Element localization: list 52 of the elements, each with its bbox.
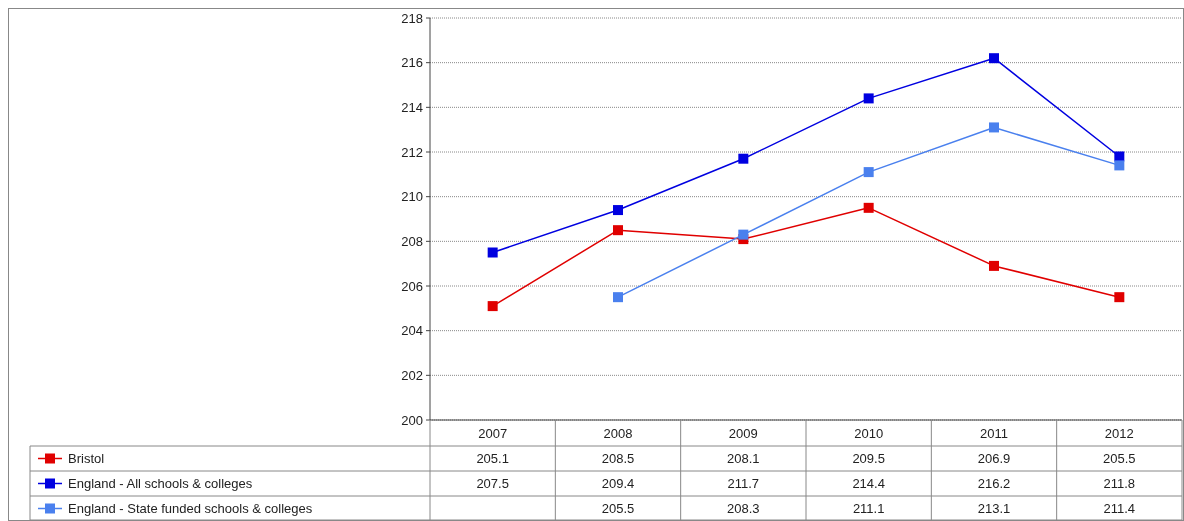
data-label: 205.1 — [476, 451, 509, 467]
y-tick-label: 200 — [401, 412, 423, 428]
x-tick-label: 2010 — [854, 425, 884, 441]
data-label: 211.8 — [1103, 476, 1136, 492]
data-label: 208.5 — [601, 451, 635, 467]
y-tick-label: 208 — [401, 233, 423, 249]
data-label: 205.5 — [601, 501, 635, 517]
point — [989, 53, 999, 64]
data-label: 206.9 — [977, 451, 1011, 467]
point — [738, 153, 749, 164]
x-tick-label: 2009 — [728, 425, 758, 441]
data-label: 211.4 — [1103, 501, 1136, 517]
legend-label: Bristol — [68, 451, 105, 467]
point — [1114, 292, 1125, 303]
data-label: 213.1 — [977, 501, 1011, 517]
point — [487, 247, 498, 258]
data-label: 205.5 — [1103, 451, 1136, 467]
x-tick-label: 2008 — [603, 425, 633, 441]
point — [1114, 160, 1125, 171]
y-tick-label: 204 — [401, 323, 423, 339]
y-tick-label: 216 — [401, 55, 423, 71]
data-label: 216.2 — [977, 476, 1011, 492]
point — [863, 202, 874, 213]
point — [1114, 151, 1125, 162]
data-label: 208.3 — [727, 501, 760, 517]
point — [863, 167, 874, 178]
y-tick-label: 218 — [401, 10, 423, 26]
data-label: 214.4 — [852, 476, 885, 492]
point — [613, 225, 623, 236]
x-tick-label: 2012 — [1104, 425, 1134, 441]
y-tick-label: 212 — [401, 144, 423, 160]
data-label: 209.4 — [601, 476, 635, 492]
data-label: 207.5 — [476, 476, 509, 492]
y-tick-label: 210 — [401, 189, 423, 205]
data-label: 209.5 — [852, 451, 885, 467]
y-tick-label: 206 — [401, 278, 423, 294]
legend-label: England - State funded schools & colleges — [68, 501, 313, 517]
x-tick-label: 2011 — [980, 425, 1008, 441]
x-tick-label: 2007 — [478, 425, 508, 441]
y-tick-label: 202 — [401, 367, 423, 383]
data-label: 208.1 — [727, 451, 760, 467]
point — [863, 93, 874, 104]
y-tick-label: 214 — [401, 99, 423, 115]
point — [989, 122, 999, 133]
data-label: 211.1 — [852, 501, 885, 517]
point — [613, 292, 623, 303]
legend-label: England - All schools & colleges — [68, 476, 253, 492]
point — [738, 229, 749, 240]
point — [487, 301, 498, 312]
data-label: 211.7 — [727, 476, 760, 492]
point — [989, 260, 999, 271]
point — [613, 205, 623, 216]
